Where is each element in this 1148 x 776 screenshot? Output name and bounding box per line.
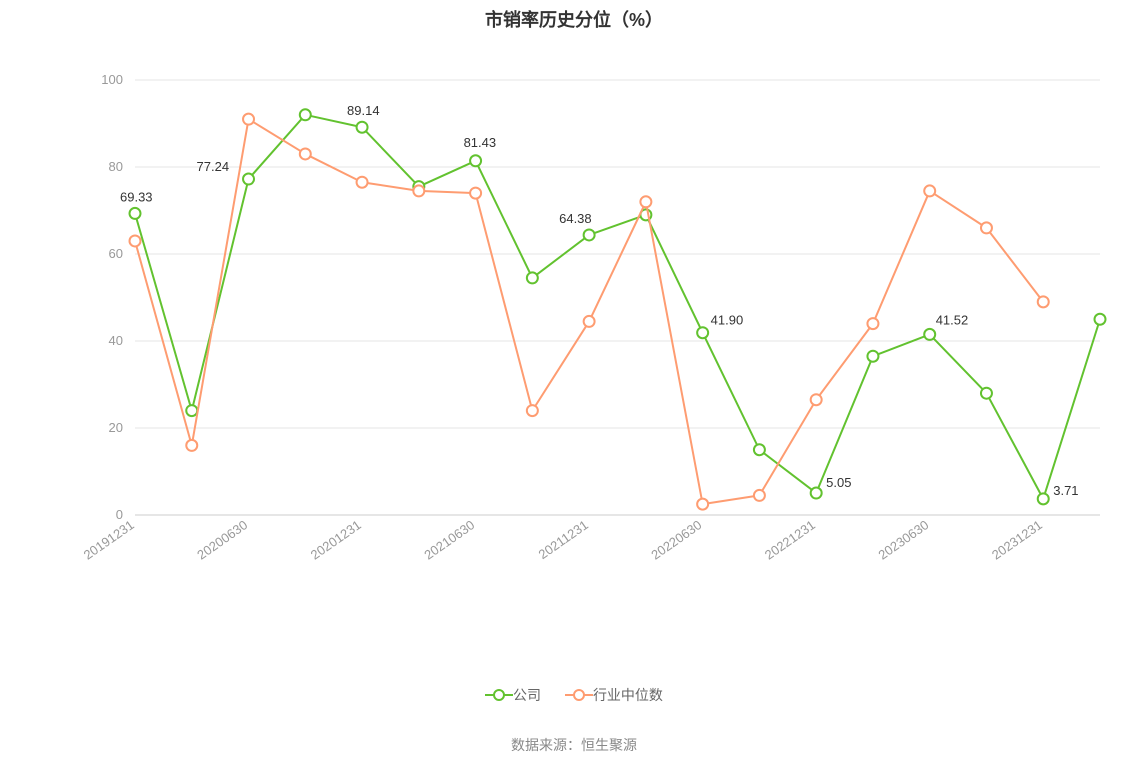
legend-label-industry-median: 行业中位数 <box>593 685 663 705</box>
chart-title: 市销率历史分位（%） <box>0 6 1148 32</box>
svg-text:41.52: 41.52 <box>936 312 969 327</box>
svg-text:81.43: 81.43 <box>464 135 497 150</box>
svg-text:77.24: 77.24 <box>197 159 230 174</box>
svg-text:20231231: 20231231 <box>989 517 1045 562</box>
chart-svg: 0 20 40 60 80 100 20191231 20200630 20201231 2021… <box>0 50 1148 670</box>
svg-text:20230630: 20230630 <box>875 517 931 562</box>
chart-legend: 公司 行业中位数 <box>0 685 1148 705</box>
chart-container: 市销率历史分位（%） 0 20 40 60 80 100 20191231 20200630 2… <box>0 0 1148 776</box>
svg-text:20211231: 20211231 <box>536 517 591 562</box>
svg-text:3.71: 3.71 <box>1053 483 1078 498</box>
chart-plot-area: 0 20 40 60 80 100 20191231 20200630 20201231 2021… <box>0 50 1148 670</box>
svg-text:69.33: 69.33 <box>120 189 153 204</box>
svg-text:41.90: 41.90 <box>711 313 744 328</box>
svg-text:89.14: 89.14 <box>347 103 380 118</box>
legend-item-industry-median[interactable]: 行业中位数 <box>565 685 663 705</box>
legend-marker-industry-median <box>565 688 593 702</box>
svg-text:20191231: 20191231 <box>81 517 137 562</box>
svg-text:20201231: 20201231 <box>308 517 364 562</box>
svg-text:0: 0 <box>116 507 123 522</box>
svg-text:20221231: 20221231 <box>762 517 818 562</box>
legend-marker-company <box>485 688 513 702</box>
svg-text:20200630: 20200630 <box>194 517 250 562</box>
data-source-name: 恒生聚源 <box>581 737 637 753</box>
data-source-prefix: 数据来源： <box>511 737 581 753</box>
data-source: 数据来源：恒生聚源 <box>0 735 1148 755</box>
svg-text:20: 20 <box>109 420 123 435</box>
legend-item-company[interactable]: 公司 <box>485 685 541 705</box>
svg-text:20220630: 20220630 <box>648 517 704 562</box>
svg-text:60: 60 <box>109 246 123 261</box>
svg-text:5.05: 5.05 <box>826 475 851 490</box>
svg-text:20210630: 20210630 <box>421 517 477 562</box>
svg-text:64.38: 64.38 <box>559 211 592 226</box>
svg-text:40: 40 <box>109 333 123 348</box>
svg-text:80: 80 <box>109 159 123 174</box>
legend-label-company: 公司 <box>513 685 541 705</box>
svg-text:100: 100 <box>101 72 123 87</box>
